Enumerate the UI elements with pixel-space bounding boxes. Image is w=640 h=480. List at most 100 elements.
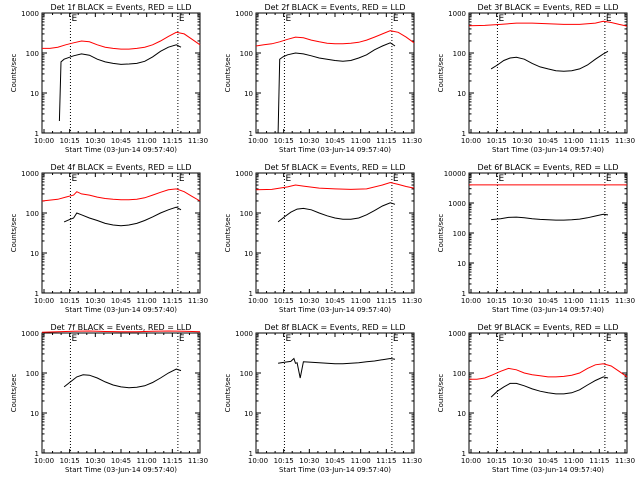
- x-tick-label: 10:00: [248, 137, 268, 145]
- y-tick-label: 10: [30, 410, 39, 418]
- time-marker-label: E: [71, 174, 77, 184]
- y-tick-label: 1000: [448, 10, 466, 18]
- x-tick-label: 10:45: [325, 297, 345, 305]
- time-marker-label: E: [606, 174, 612, 184]
- x-tick-label: 11:30: [402, 457, 422, 465]
- y-tick-label: 1: [35, 450, 39, 458]
- events-series-line: [490, 50, 609, 72]
- time-marker-label: E: [285, 334, 291, 344]
- plot-panel: Det 6f BLACK = Events, RED = LLD 1 10 100 10…: [437, 163, 635, 314]
- y-tick-label: 1: [462, 130, 466, 138]
- plot-panel: Det 3f BLACK = Events, RED = LLD 1 10 100 10…: [437, 3, 635, 154]
- x-axis-label: Start Time (03-Jun-14 09:57:40): [65, 306, 177, 314]
- x-axis-label: Start Time (03-Jun-14 09:57:40): [492, 306, 604, 314]
- y-tick-label: 1: [249, 290, 253, 298]
- x-tick-label: 10:15: [487, 457, 507, 465]
- time-marker-label: E: [606, 14, 612, 24]
- time-marker-label: E: [71, 334, 77, 344]
- x-tick-label: 11:15: [376, 457, 396, 465]
- plot-panel: Det 1f BLACK = Events, RED = LLD 1 10 100 10…: [10, 3, 208, 154]
- lld-series-line: [255, 181, 415, 191]
- plot-frame: [41, 12, 201, 134]
- x-tick-label: 10:30: [299, 297, 319, 305]
- lld-series-line: [468, 20, 628, 27]
- y-tick-label: 1000: [235, 330, 253, 338]
- plot-title: Det 5f BLACK = Events, RED = LLD: [264, 163, 405, 172]
- x-tick-label: 10:15: [487, 137, 507, 145]
- plot-frame: [255, 172, 415, 294]
- x-tick-label: 11:30: [402, 137, 422, 145]
- x-tick-label: 11:15: [162, 297, 182, 305]
- y-tick-label: 10: [244, 410, 253, 418]
- y-tick-label: 1: [462, 450, 466, 458]
- events-series-line: [63, 206, 182, 227]
- events-series-line: [491, 213, 609, 221]
- y-tick-label: 100: [453, 370, 466, 378]
- y-tick-label: 100: [26, 370, 39, 378]
- y-tick-label: 10: [30, 90, 39, 98]
- x-tick-label: 10:45: [111, 297, 131, 305]
- plot-frame: [255, 332, 415, 454]
- x-axis-label: Start Time (03-Jun-14 09:57:40): [65, 466, 177, 474]
- x-axis-label: Start Time (03-Jun-14 09:57:40): [65, 146, 177, 154]
- y-tick-label: 10000: [444, 170, 466, 178]
- plot-frame: [468, 12, 628, 134]
- x-tick-label: 10:45: [325, 457, 345, 465]
- time-marker-label: E: [498, 174, 504, 184]
- x-tick-label: 10:30: [512, 297, 532, 305]
- x-axis-label: Start Time (03-Jun-14 09:57:40): [492, 466, 604, 474]
- x-tick-label: 11:30: [188, 137, 208, 145]
- x-tick-label: 10:30: [85, 137, 105, 145]
- x-tick-label: 11:15: [376, 137, 396, 145]
- time-marker-label: E: [179, 14, 185, 24]
- x-tick-label: 11:00: [564, 297, 584, 305]
- x-tick-label: 10:15: [487, 297, 507, 305]
- x-tick-label: 10:45: [111, 457, 131, 465]
- plot-title: Det 3f BLACK = Events, RED = LLD: [477, 3, 618, 12]
- x-tick-label: 10:00: [461, 297, 481, 305]
- x-tick-label: 10:30: [299, 457, 319, 465]
- x-tick-label: 10:15: [60, 457, 80, 465]
- y-tick-label: 1: [249, 130, 253, 138]
- x-tick-label: 11:30: [615, 457, 635, 465]
- y-tick-label: 1000: [21, 10, 39, 18]
- plot-panel: Det 7f BLACK = Events, RED = LLD 1 10 100 10…: [10, 323, 208, 474]
- x-tick-label: 10:00: [34, 137, 54, 145]
- lld-series-line: [42, 31, 201, 50]
- y-axis-label: Counts/sec: [437, 374, 445, 413]
- time-marker-label: E: [393, 14, 399, 24]
- x-tick-label: 11:00: [137, 137, 157, 145]
- y-tick-label: 1000: [235, 10, 253, 18]
- x-tick-label: 11:15: [162, 457, 182, 465]
- x-tick-label: 11:30: [615, 137, 635, 145]
- lld-series-line: [41, 188, 201, 202]
- x-tick-label: 10:00: [34, 297, 54, 305]
- lld-series-line: [41, 330, 201, 333]
- x-tick-label: 10:15: [60, 137, 80, 145]
- x-tick-label: 10:30: [512, 137, 532, 145]
- x-tick-label: 10:15: [274, 297, 294, 305]
- x-tick-label: 10:30: [85, 297, 105, 305]
- y-tick-label: 10: [244, 250, 253, 258]
- y-tick-label: 10: [244, 90, 253, 98]
- events-series-line: [277, 42, 396, 134]
- x-tick-label: 10:00: [34, 457, 54, 465]
- x-axis-label: Start Time (03-Jun-14 09:57:40): [492, 146, 604, 154]
- plot-title: Det 9f BLACK = Events, RED = LLD: [477, 323, 618, 332]
- x-tick-label: 11:15: [589, 457, 609, 465]
- x-tick-label: 10:00: [248, 297, 268, 305]
- x-tick-label: 11:15: [589, 297, 609, 305]
- events-series-line: [58, 44, 182, 122]
- x-tick-label: 10:30: [85, 457, 105, 465]
- x-tick-label: 10:00: [461, 457, 481, 465]
- plot-panel: Det 9f BLACK = Events, RED = LLD 1 10 100 10…: [437, 323, 635, 474]
- plot-title: Det 8f BLACK = Events, RED = LLD: [264, 323, 405, 332]
- x-tick-label: 11:15: [376, 297, 396, 305]
- x-tick-label: 10:15: [274, 457, 294, 465]
- y-tick-label: 10: [30, 250, 39, 258]
- y-tick-label: 1: [462, 290, 466, 298]
- y-tick-label: 100: [453, 50, 466, 58]
- x-tick-label: 10:45: [538, 457, 558, 465]
- y-tick-label: 10: [457, 410, 466, 418]
- y-tick-label: 100: [26, 50, 39, 58]
